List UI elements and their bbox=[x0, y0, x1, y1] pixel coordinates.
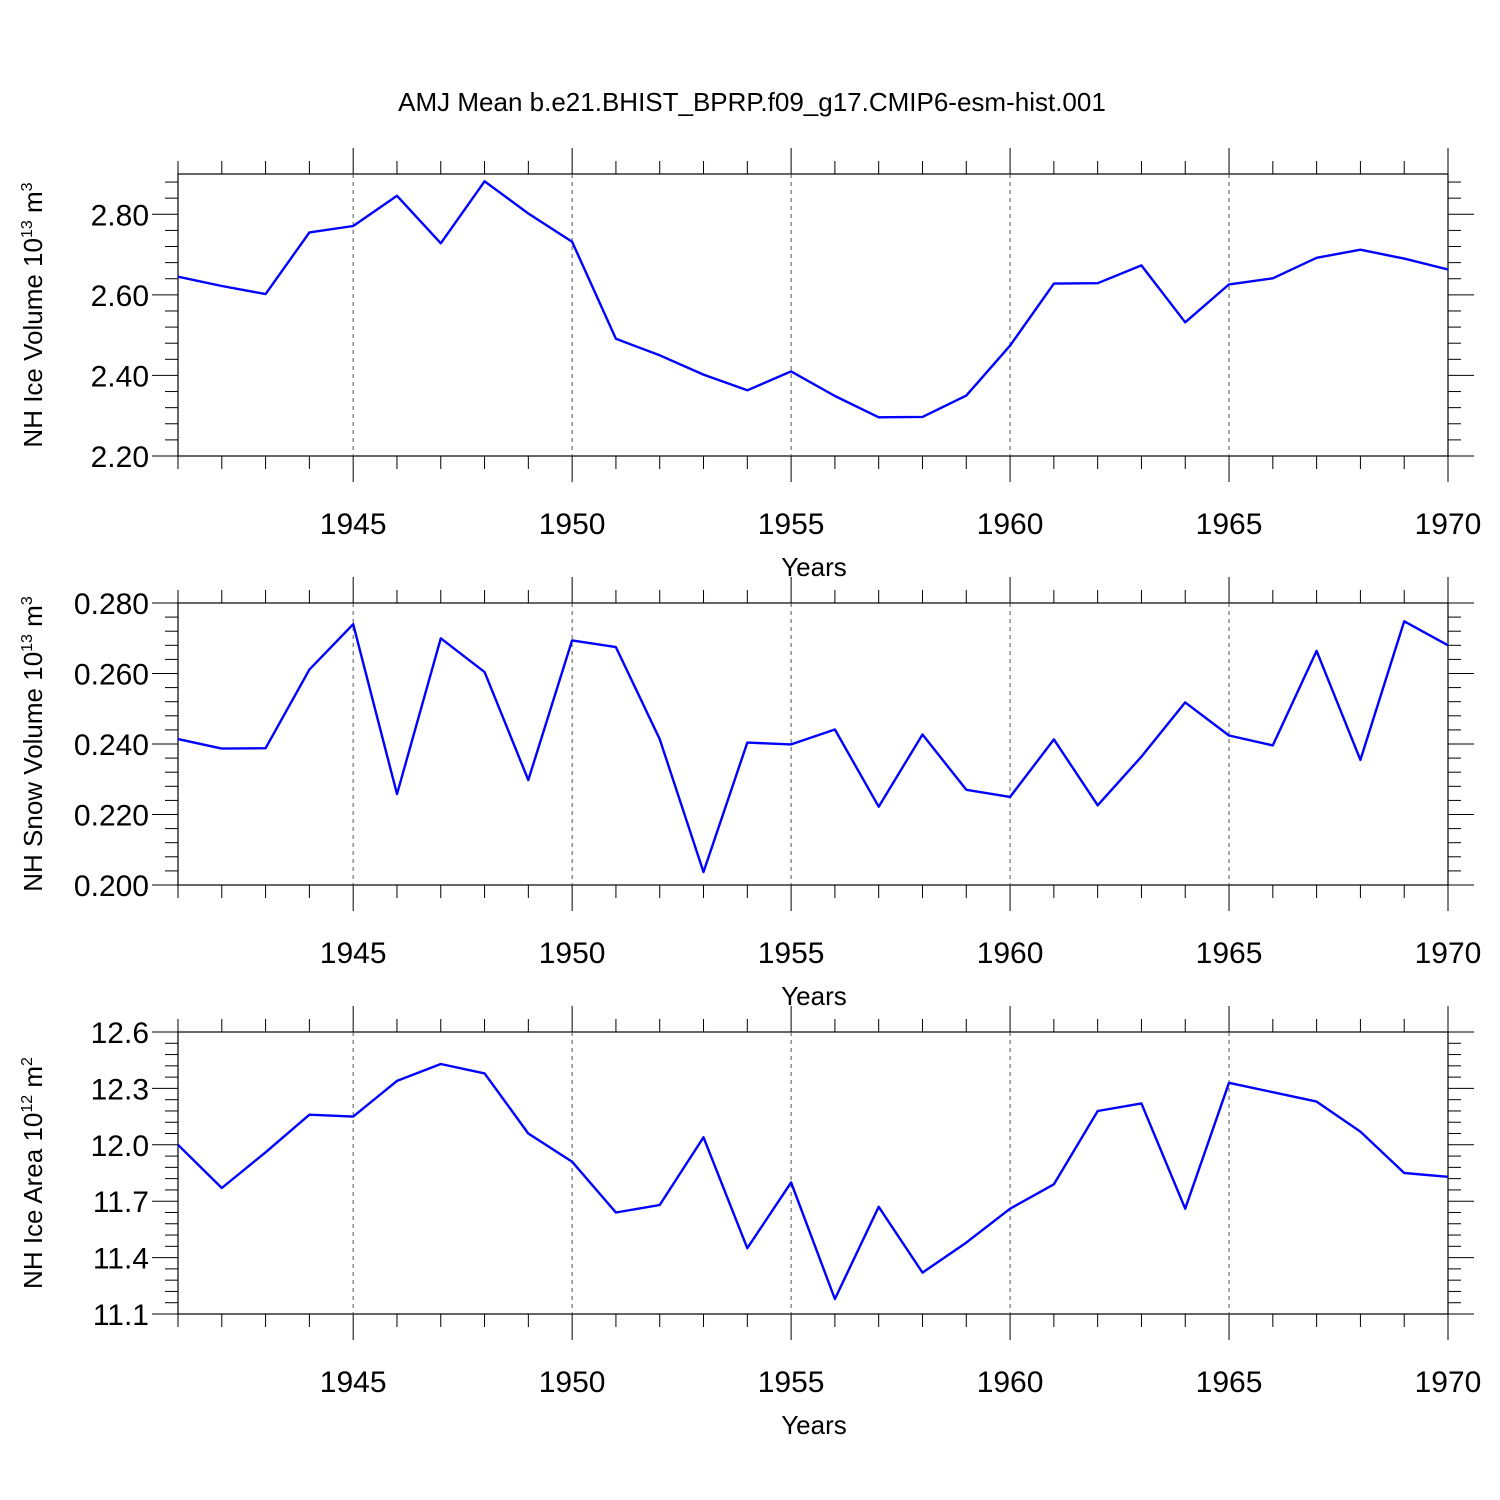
y-axis-title-part: NH Ice Volume 10 bbox=[18, 238, 48, 448]
chart-panel-1: 2.20 2.40 2.60 2.80 1945 1950 1955 1960 1965 1970… bbox=[18, 148, 1481, 582]
y-tick-label: 12.3 bbox=[91, 1073, 149, 1106]
y-axis-title-part: NH Snow Volume 10 bbox=[18, 652, 48, 892]
y-axis-title-superscript: 13 bbox=[19, 634, 36, 652]
y-tick-label: 0.280 bbox=[74, 588, 149, 621]
y-tick-label: 0.260 bbox=[74, 659, 149, 692]
x-tick-label: 1960 bbox=[977, 937, 1044, 970]
y-axis-title-part: NH Ice Area 10 bbox=[18, 1113, 48, 1289]
x-tick-label: 1970 bbox=[1415, 1366, 1482, 1399]
x-tick-label: 1955 bbox=[758, 508, 825, 541]
chart-panel-3: 11.1 11.4 11.7 12.0 12.3 12.6 1945 1950 1955 1960… bbox=[18, 1006, 1481, 1440]
x-axis-title: Years bbox=[781, 1410, 847, 1440]
x-tick-label: 1960 bbox=[977, 508, 1044, 541]
y-axis-title-superscript: 3 bbox=[19, 182, 36, 191]
series-line-1 bbox=[177, 620, 1449, 874]
y-tick-label: 11.1 bbox=[93, 1299, 149, 1332]
x-tick-label: 1960 bbox=[977, 1366, 1044, 1399]
y-axis-title-part: m bbox=[18, 605, 48, 634]
y-tick-label: 11.4 bbox=[93, 1243, 149, 1276]
x-tick-label: 1950 bbox=[539, 937, 606, 970]
y-tick-label: 2.40 bbox=[91, 360, 149, 393]
x-tick-label: 1965 bbox=[1196, 508, 1263, 541]
y-axis-title-superscript: 13 bbox=[19, 220, 36, 238]
x-tick-label: 1965 bbox=[1196, 1366, 1263, 1399]
y-axis-title-superscript: 3 bbox=[19, 596, 36, 605]
x-tick-label: 1970 bbox=[1415, 508, 1482, 541]
y-tick-label: 0.240 bbox=[74, 729, 149, 762]
y-axis-title-superscript: 12 bbox=[19, 1095, 36, 1113]
x-tick-label: 1945 bbox=[320, 937, 387, 970]
x-tick-label: 1945 bbox=[320, 508, 387, 541]
y-tick-label: 2.20 bbox=[91, 441, 149, 474]
plot-frame bbox=[177, 1031, 1449, 1315]
y-tick-label: 2.80 bbox=[91, 199, 149, 232]
x-tick-label: 1955 bbox=[758, 937, 825, 970]
y-axis-title: NH Snow Volume 1013 m3 bbox=[18, 596, 48, 892]
x-axis-title: Years bbox=[781, 552, 847, 582]
y-axis-title-part: m bbox=[18, 191, 48, 220]
plot-frame bbox=[177, 602, 1449, 886]
y-tick-label: 12.0 bbox=[91, 1130, 149, 1163]
series-line-1 bbox=[177, 1062, 1449, 1301]
y-tick-label: 2.60 bbox=[91, 280, 149, 313]
x-tick-label: 1970 bbox=[1415, 937, 1482, 970]
panels: 2.20 2.40 2.60 2.80 1945 1950 1955 1960 1965 1970… bbox=[18, 148, 1481, 1440]
y-axis-title-part: m bbox=[18, 1066, 48, 1095]
x-axis-title: Years bbox=[781, 981, 847, 1011]
y-tick-label: 0.200 bbox=[74, 870, 149, 903]
y-tick-label: 11.7 bbox=[93, 1186, 149, 1219]
plot-frame bbox=[177, 173, 1449, 457]
y-axis-title: NH Ice Volume 1013 m3 bbox=[18, 182, 48, 447]
x-tick-label: 1965 bbox=[1196, 937, 1263, 970]
y-tick-label: 12.6 bbox=[91, 1017, 149, 1050]
chart-panel-2: 0.200 0.220 0.240 0.260 0.280 1945 1950 1955 196… bbox=[18, 577, 1481, 1011]
y-axis-title-superscript: 2 bbox=[19, 1057, 36, 1066]
y-tick-label: 0.220 bbox=[74, 800, 149, 833]
y-axis-title: NH Ice Area 1012 m2 bbox=[18, 1057, 48, 1289]
x-tick-label: 1950 bbox=[539, 1366, 606, 1399]
x-tick-label: 1945 bbox=[320, 1366, 387, 1399]
figure-title: AMJ Mean b.e21.BHIST_BPRP.f09_g17.CMIP6-… bbox=[398, 87, 1106, 117]
x-tick-label: 1955 bbox=[758, 1366, 825, 1399]
series-line-1 bbox=[177, 180, 1449, 419]
x-tick-label: 1950 bbox=[539, 508, 606, 541]
